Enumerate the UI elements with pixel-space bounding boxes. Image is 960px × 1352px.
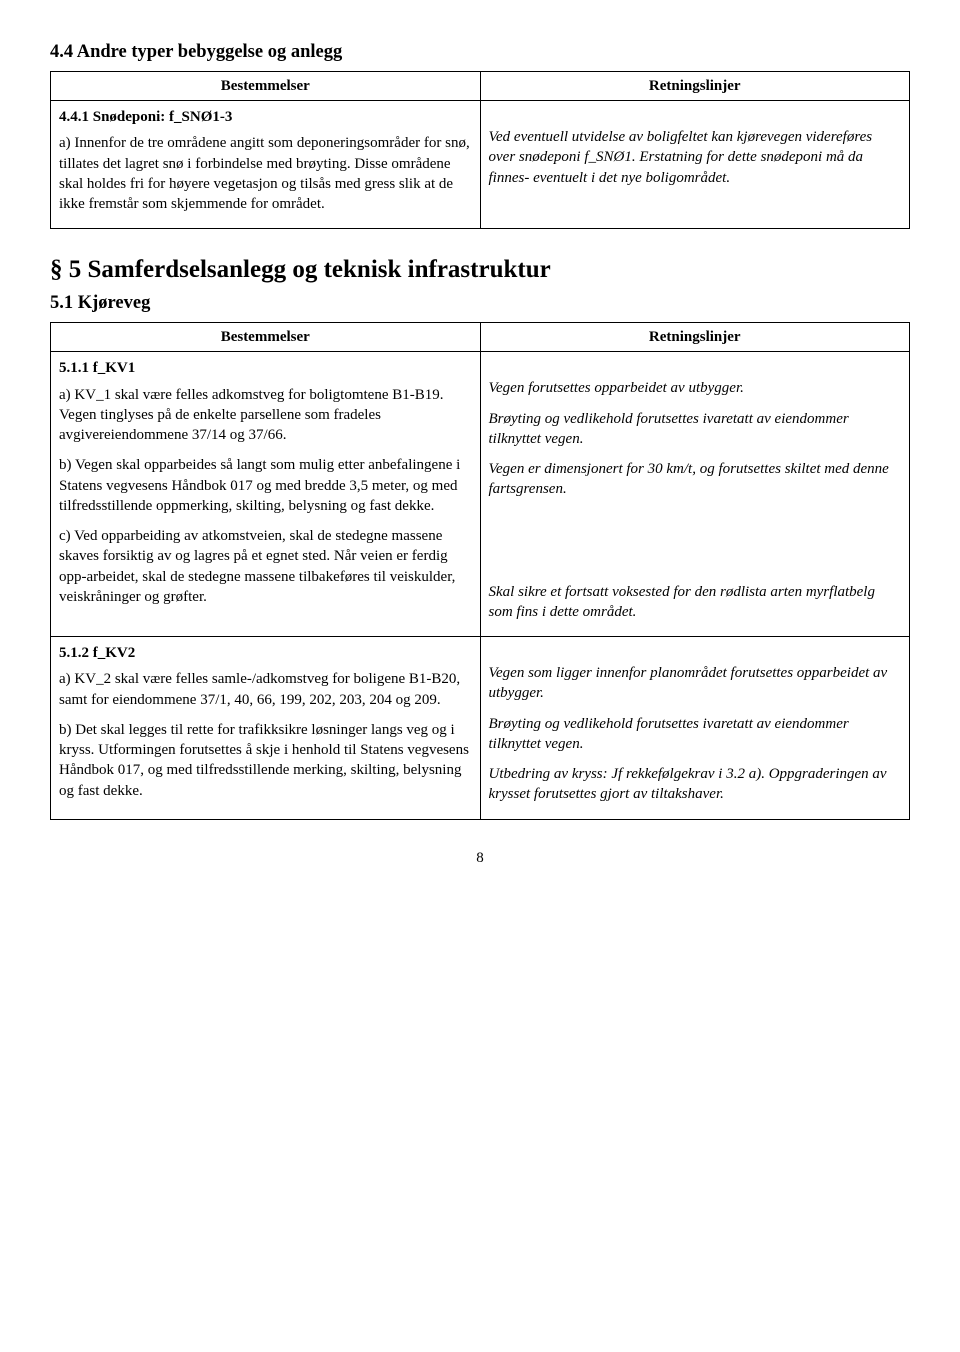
col-header-bestemmelser: Bestemmelser	[51, 71, 481, 100]
cell-4-4-1-right: Ved eventuell utvidelse av boligfeltet k…	[480, 101, 910, 229]
col-header-retningslinjer-5: Retningslinjer	[480, 323, 910, 352]
cell-4-4-1-left: 4.4.1 Snødeponi: f_SNØ1-3 a) Innenfor de…	[51, 101, 481, 229]
heading-5-1: 5.1 Kjøreveg	[50, 291, 910, 316]
col-header-bestemmelser-5: Bestemmelser	[51, 323, 481, 352]
text-5-1-1-right-2: Brøyting og vedlikehold forutsettes ivar…	[489, 409, 902, 450]
text-5-1-2-right-1: Vegen som ligger innenfor planområdet fo…	[489, 663, 902, 704]
cell-5-1-1-right: Vegen forutsettes opparbeidet av utbygge…	[480, 352, 910, 637]
subheading-5-1-1: 5.1.1 f_KV1	[59, 358, 472, 378]
text-5-1-1-b: b) Vegen skal opparbeides så langt som m…	[59, 455, 472, 516]
heading-5: § 5 Samferdselsanlegg og teknisk infrast…	[50, 253, 910, 287]
text-4-4-1-a: a) Innenfor de tre områdene angitt som d…	[59, 133, 472, 214]
cell-5-1-2-right: Vegen som ligger innenfor planområdet fo…	[480, 637, 910, 820]
text-5-1-1-right-1: Vegen forutsettes opparbeidet av utbygge…	[489, 378, 902, 398]
table-4-4: Bestemmelser Retningslinjer 4.4.1 Snødep…	[50, 71, 910, 230]
cell-5-1-1-left: 5.1.1 f_KV1 a) KV_1 skal være felles adk…	[51, 352, 481, 637]
text-5-1-2-right-3: Utbedring av kryss: Jf rekkefølgekrav i …	[489, 764, 902, 805]
text-5-1-2-right-2: Brøyting og vedlikehold forutsettes ivar…	[489, 714, 902, 755]
subheading-4-4-1: 4.4.1 Snødeponi: f_SNØ1-3	[59, 107, 472, 127]
table-5-1: Bestemmelser Retningslinjer 5.1.1 f_KV1 …	[50, 322, 910, 820]
text-5-1-2-a: a) KV_2 skal være felles samle-/adkomstv…	[59, 669, 472, 710]
text-5-1-1-right-4: Skal sikre et fortsatt voksested for den…	[489, 582, 902, 623]
col-header-retningslinjer: Retningslinjer	[480, 71, 910, 100]
page-number: 8	[50, 848, 910, 868]
text-5-1-1-a: a) KV_1 skal være felles adkomstveg for …	[59, 385, 472, 446]
text-5-1-2-b: b) Det skal legges til rette for trafikk…	[59, 720, 472, 801]
text-5-1-1-right-3: Vegen er dimensjonert for 30 km/t, og fo…	[489, 459, 902, 500]
cell-5-1-2-left: 5.1.2 f_KV2 a) KV_2 skal være felles sam…	[51, 637, 481, 820]
text-5-1-1-c: c) Ved opparbeiding av atkomstveien, ska…	[59, 526, 472, 607]
subheading-5-1-2: 5.1.2 f_KV2	[59, 643, 472, 663]
heading-4-4: 4.4 Andre typer bebyggelse og anlegg	[50, 40, 910, 65]
text-4-4-1-right: Ved eventuell utvidelse av boligfeltet k…	[489, 127, 902, 188]
